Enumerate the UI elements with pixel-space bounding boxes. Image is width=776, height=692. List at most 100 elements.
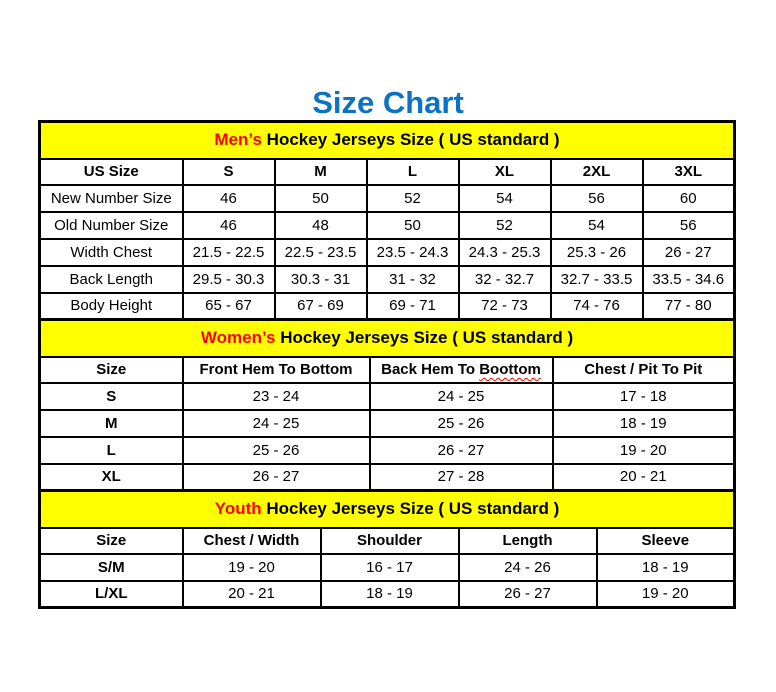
column-header: 2XL — [549, 157, 644, 186]
value-cell: 50 — [273, 183, 368, 213]
womens-section-band: Women’s Hockey Jerseys Size ( US standar… — [38, 318, 736, 358]
column-header: Front Hem To Bottom — [181, 355, 371, 384]
value-cell: 72 - 73 — [457, 291, 552, 321]
column-header: Shoulder — [319, 526, 460, 555]
value-cell: 16 - 17 — [319, 552, 460, 582]
value-cell: 18 - 19 — [319, 579, 460, 609]
value-cell: 25.3 - 26 — [549, 237, 644, 267]
womens-band-text: Hockey Jerseys Size ( US standard ) — [275, 328, 574, 348]
column-header: US Size — [38, 157, 184, 186]
womens-header-row: Size Front Hem To Bottom Back Hem To Boott… — [38, 355, 736, 384]
table-row: L 25 - 26 26 - 27 19 - 20 — [38, 435, 736, 465]
size-chart: Men’s Hockey Jerseys Size ( US standard … — [38, 120, 737, 609]
table-row: S 23 - 24 24 - 25 17 - 18 — [38, 381, 736, 411]
youth-accent-word: Youth — [214, 499, 262, 519]
value-cell: 19 - 20 — [551, 435, 736, 465]
table-row: Width Chest 21.5 - 22.5 22.5 - 23.5 23.5 - … — [38, 237, 736, 267]
value-cell: 24 - 25 — [181, 408, 371, 438]
value-cell: 56 — [549, 183, 644, 213]
value-cell: 27 - 28 — [368, 462, 554, 492]
table-row: M 24 - 25 25 - 26 18 - 19 — [38, 408, 736, 438]
value-cell: 50 — [365, 210, 460, 240]
column-header: Sleeve — [595, 526, 736, 555]
row-label: XL — [38, 462, 184, 492]
value-cell: 26 - 27 — [368, 435, 554, 465]
column-header: Length — [457, 526, 598, 555]
mens-section-title: Men’s Hockey Jerseys Size ( US standard … — [38, 120, 736, 160]
row-label: New Number Size — [38, 183, 184, 213]
value-cell: 20 - 21 — [551, 462, 736, 492]
mens-accent-word: Men’s — [214, 130, 262, 150]
value-cell: 22.5 - 23.5 — [273, 237, 368, 267]
row-label: S — [38, 381, 184, 411]
value-cell: 18 - 19 — [551, 408, 736, 438]
row-label: M — [38, 408, 184, 438]
value-cell: 29.5 - 30.3 — [181, 264, 276, 294]
column-header: M — [273, 157, 368, 186]
value-cell: 32 - 32.7 — [457, 264, 552, 294]
womens-section-title: Women’s Hockey Jerseys Size ( US standar… — [38, 318, 736, 358]
womens-accent-word: Women’s — [200, 328, 276, 348]
value-cell: 17 - 18 — [551, 381, 736, 411]
value-cell: 56 — [641, 210, 736, 240]
value-cell: 77 - 80 — [641, 291, 736, 321]
value-cell: 46 — [181, 183, 276, 213]
value-cell: 20 - 21 — [181, 579, 322, 609]
value-cell: 21.5 - 22.5 — [181, 237, 276, 267]
value-cell: 48 — [273, 210, 368, 240]
row-label: Back Length — [38, 264, 184, 294]
column-header: Chest / Pit To Pit — [551, 355, 736, 384]
value-cell: 18 - 19 — [595, 552, 736, 582]
value-cell: 74 - 76 — [549, 291, 644, 321]
value-cell: 25 - 26 — [368, 408, 554, 438]
row-label: Width Chest — [38, 237, 184, 267]
table-row: Back Length 29.5 - 30.3 30.3 - 31 31 - 32 32… — [38, 264, 736, 294]
value-cell: 46 — [181, 210, 276, 240]
value-cell: 52 — [457, 210, 552, 240]
youth-section-title: Youth Hockey Jerseys Size ( US standard … — [38, 489, 736, 529]
column-header: Size — [38, 526, 184, 555]
column-header: XL — [457, 157, 552, 186]
misspelled-word: Boottom — [479, 361, 541, 378]
mens-band-text: Hockey Jerseys Size ( US standard ) — [261, 130, 560, 150]
table-row: Body Height 65 - 67 67 - 69 69 - 71 72 - 73 7… — [38, 291, 736, 321]
row-label: S/M — [38, 552, 184, 582]
value-cell: 31 - 32 — [365, 264, 460, 294]
womens-size-table: Women’s Hockey Jerseys Size ( US standar… — [38, 318, 737, 492]
column-header: S — [181, 157, 276, 186]
mens-size-table: Men’s Hockey Jerseys Size ( US standard … — [38, 120, 736, 321]
value-cell: 24 - 26 — [457, 552, 598, 582]
table-row: New Number Size 46 50 52 54 56 60 — [38, 183, 736, 213]
value-cell: 65 - 67 — [181, 291, 276, 321]
value-cell: 26 - 27 — [641, 237, 736, 267]
column-header: Chest / Width — [181, 526, 322, 555]
table-row: XL 26 - 27 27 - 28 20 - 21 — [38, 462, 736, 492]
mens-section-band: Men’s Hockey Jerseys Size ( US standard … — [38, 120, 736, 160]
value-cell: 26 - 27 — [457, 579, 598, 609]
table-row: L/XL 20 - 21 18 - 19 26 - 27 19 - 20 — [38, 579, 736, 609]
column-header: Size — [38, 355, 184, 384]
value-cell: 54 — [549, 210, 644, 240]
youth-size-table: Youth Hockey Jerseys Size ( US standard … — [38, 489, 737, 609]
row-label: Body Height — [38, 291, 184, 321]
table-row: S/M 19 - 20 16 - 17 24 - 26 18 - 19 — [38, 552, 736, 582]
column-header: L — [365, 157, 460, 186]
row-label: L — [38, 435, 184, 465]
value-cell: 25 - 26 — [181, 435, 371, 465]
youth-band-text: Hockey Jerseys Size ( US standard ) — [261, 499, 560, 519]
value-cell: 26 - 27 — [181, 462, 371, 492]
value-cell: 67 - 69 — [273, 291, 368, 321]
mens-header-row: US Size S M L XL 2XL 3XL — [38, 157, 736, 186]
value-cell: 19 - 20 — [595, 579, 736, 609]
value-cell: 33.5 - 34.6 — [641, 264, 736, 294]
youth-section-band: Youth Hockey Jerseys Size ( US standard … — [38, 489, 736, 529]
value-cell: 24 - 25 — [368, 381, 554, 411]
row-label: Old Number Size — [38, 210, 184, 240]
page-title: Size Chart — [312, 84, 464, 120]
value-cell: 60 — [641, 183, 736, 213]
table-row: Old Number Size 46 48 50 52 54 56 — [38, 210, 736, 240]
value-cell: 23.5 - 24.3 — [365, 237, 460, 267]
value-cell: 23 - 24 — [181, 381, 371, 411]
column-header: 3XL — [641, 157, 736, 186]
value-cell: 54 — [457, 183, 552, 213]
